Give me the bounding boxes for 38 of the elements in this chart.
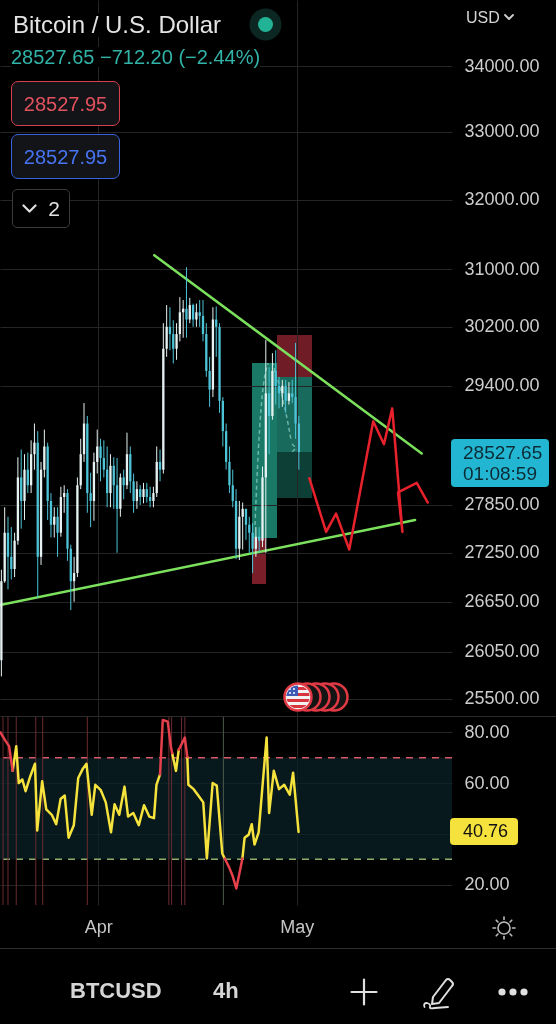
price-button: 28527.95 [11,81,120,126]
candlestick [188,297,191,324]
y-tick-label: 32000.00 [464,189,540,210]
y-tick-label: 26650.00 [464,591,540,612]
text: 28527.65 −712.20 (−2.44%) [11,46,261,68]
candlestick [99,438,102,482]
x-tick-label: May [280,916,315,937]
candlestick [56,506,59,558]
y-tick-label: 30200.00 [464,316,540,337]
y-tick-label: 33000.00 [464,121,540,142]
candlestick [142,482,145,504]
text: 4h [213,978,239,1003]
candlestick [195,303,198,328]
y-tick-label: 20.00 [464,874,510,895]
y-tick-label: 29400.00 [464,375,540,396]
dropdown-button: 2 [12,189,70,228]
price-button: 28527.95 [11,134,120,179]
y-tick-label: 31000.00 [464,258,540,279]
y-tick-label: 25500.00 [464,688,540,709]
text: BTCUSD [70,978,162,1003]
text: USD [466,9,500,26]
annotation: 2 [48,197,60,220]
annotation: 28527.95 [23,145,108,168]
y-tick-label: 27850.00 [464,494,540,515]
annotation: 28527.95 [23,92,108,115]
y-tick-label: 60.00 [464,772,510,793]
candlestick [284,379,287,414]
y-tick-label: 27250.00 [464,542,540,563]
candlestick [287,381,291,406]
x-tick-label: Apr [84,916,113,937]
price-tag: 28527.65 01:08:59 [451,438,549,487]
candlestick [185,266,188,339]
y-tick-label: 26050.00 [464,641,540,662]
y-tick-label: 80.00 [464,721,510,742]
value-tag: 40.76 [450,818,518,846]
y-tick-label: 34000.00 [464,55,540,76]
text: Bitcoin / U.S. Dollar [13,11,222,38]
candlestick [191,303,195,328]
